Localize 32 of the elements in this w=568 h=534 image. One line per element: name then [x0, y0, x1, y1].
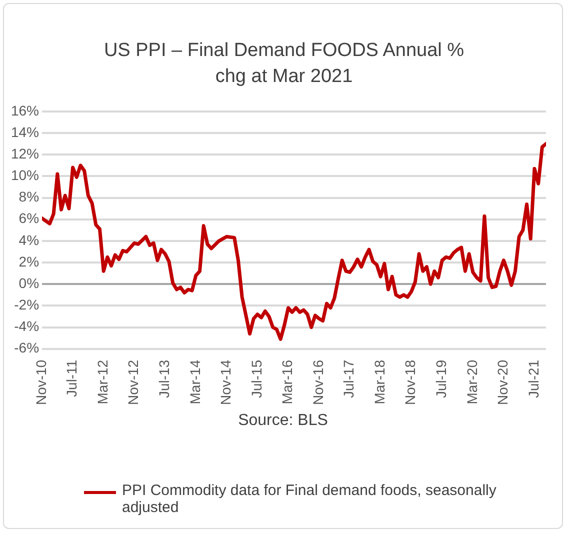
- x-tick-label: Jul-21: [525, 360, 542, 398]
- y-tick-label: 6%: [18, 210, 40, 226]
- x-tick-label: Jul-11: [64, 360, 80, 397]
- x-tick-label: Mar-14: [186, 360, 203, 404]
- y-tick-label: 4%: [18, 232, 40, 248]
- y-tick-label: 10%: [10, 167, 40, 184]
- x-tick-label: Mar-20: [464, 360, 480, 404]
- x-tick-label: Mar-12: [94, 360, 110, 404]
- x-tick-label: Nov-18: [402, 360, 418, 406]
- y-tick-label: 2%: [18, 253, 40, 270]
- y-tick-label: -4%: [14, 318, 40, 334]
- y-tick-label: -2%: [14, 296, 40, 313]
- x-tick-label: Jul-13: [156, 360, 172, 398]
- x-tick-label: Nov-14: [218, 360, 234, 406]
- x-tick-label: Nov-12: [125, 360, 142, 406]
- x-tick-label: Nov-16: [310, 360, 326, 406]
- chart-title: US PPI – Final Demand FOODS Annual % chg at Mar 2021: [102, 39, 466, 89]
- x-tick-label: Nov-10: [32, 360, 49, 406]
- y-tick-label: 8%: [18, 188, 40, 205]
- y-tick-label: -6%: [14, 340, 40, 356]
- x-tick-label: Mar-18: [371, 360, 388, 404]
- y-tick-label: 14%: [10, 124, 40, 140]
- x-tick-label: Mar-16: [279, 360, 296, 404]
- x-tick-label: Jul-17: [340, 360, 357, 398]
- source-note: Source: BLS: [237, 412, 329, 430]
- x-tick-label: Jul-19: [432, 360, 449, 398]
- x-tick-label: Jul-15: [248, 360, 264, 398]
- y-tick-label: 12%: [10, 145, 40, 162]
- y-tick-label: 16%: [10, 102, 40, 118]
- y-tick-label: 0%: [18, 274, 40, 291]
- x-tick-label: Nov-20: [494, 360, 511, 406]
- legend-label: PPI Commodity data for Final demand foods, seasonally adjusted: [122, 482, 498, 516]
